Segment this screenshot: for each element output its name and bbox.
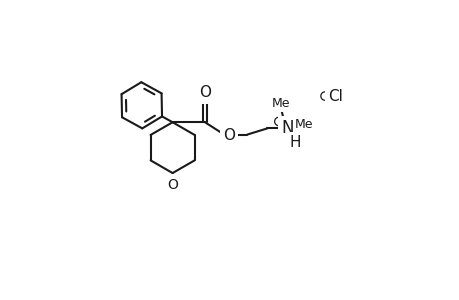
Text: Me: Me (294, 118, 313, 131)
Text: O: O (199, 85, 211, 100)
Text: O: O (167, 178, 178, 193)
Text: H: H (289, 135, 300, 150)
Text: Cl: Cl (328, 88, 342, 104)
Text: N: N (280, 119, 293, 137)
Text: O: O (222, 128, 234, 143)
Text: Me: Me (271, 97, 290, 110)
